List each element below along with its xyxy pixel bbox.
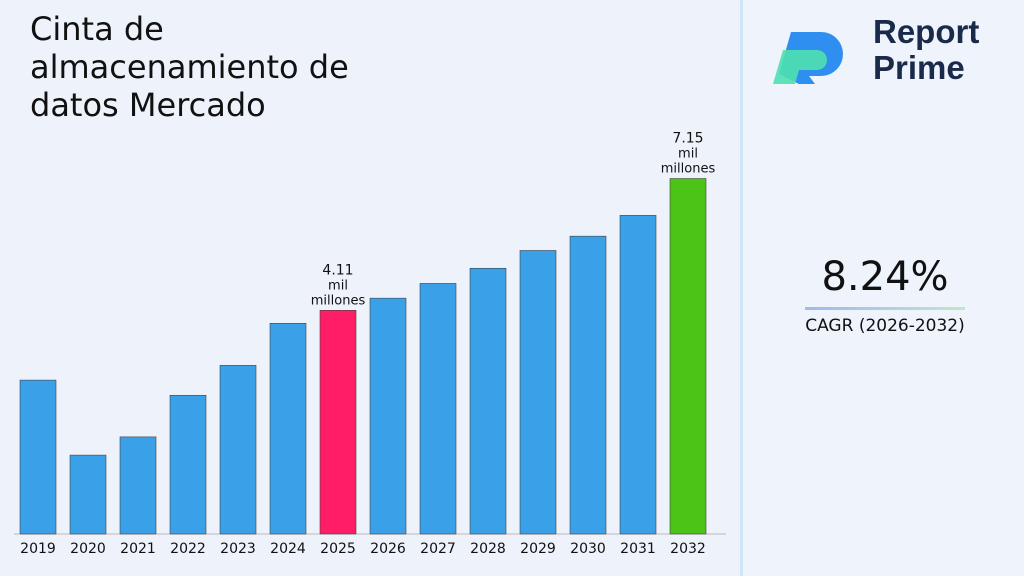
x-tick-label: 2019: [20, 541, 56, 557]
x-tick-label: 2030: [570, 541, 606, 557]
brand-line: Report: [873, 13, 980, 50]
x-tick-label: 2023: [220, 541, 256, 557]
bar: [669, 178, 707, 535]
logo: [773, 32, 843, 84]
x-tick-label: 2026: [370, 541, 406, 557]
x-tick-label: 2032: [670, 541, 706, 557]
brand-line: Prime: [873, 49, 965, 86]
data-label-line: millones: [661, 162, 716, 177]
x-tick-label: 2031: [620, 541, 656, 557]
bar: [269, 323, 307, 535]
bar: [319, 310, 357, 535]
bar: [569, 235, 607, 535]
x-tick-label: 2024: [270, 541, 306, 557]
x-tick-label: 2027: [420, 541, 456, 557]
bar: [369, 297, 407, 535]
x-tick-label: 2028: [470, 541, 506, 557]
chart-title: Cinta de almacenamiento de datos Mercado: [30, 10, 349, 124]
bar: [519, 250, 557, 535]
x-tick-label: 2021: [120, 541, 156, 557]
data-label-line: 7.15: [672, 131, 703, 147]
bar: [69, 454, 107, 535]
cagr-value: 8.24%: [821, 254, 949, 300]
bar: [169, 394, 207, 535]
data-label-line: mil: [328, 278, 348, 293]
bar: [469, 267, 507, 535]
side-panel: Report Prime 8.24% CAGR (2026-2032): [740, 0, 1024, 576]
bar: [619, 215, 657, 535]
bar: [119, 436, 157, 535]
cagr-label: CAGR (2026-2032): [805, 316, 965, 336]
divider: [805, 307, 965, 310]
x-tick-label: 2025: [320, 541, 356, 557]
x-tick-label: 2022: [170, 541, 206, 557]
bar: [419, 283, 457, 535]
data-label: 7.15 mil millones: [661, 131, 716, 177]
x-tick-label: 2029: [520, 541, 556, 557]
data-label-line: 4.11: [322, 262, 353, 278]
bar: [19, 379, 57, 535]
data-label-line: mil: [678, 147, 698, 162]
brand-name: Report Prime: [873, 14, 979, 86]
data-label-line: millones: [311, 293, 366, 308]
x-tick-label: 2020: [70, 541, 106, 557]
data-label: 4.11 mil millones: [311, 262, 366, 308]
bar: [219, 365, 257, 535]
